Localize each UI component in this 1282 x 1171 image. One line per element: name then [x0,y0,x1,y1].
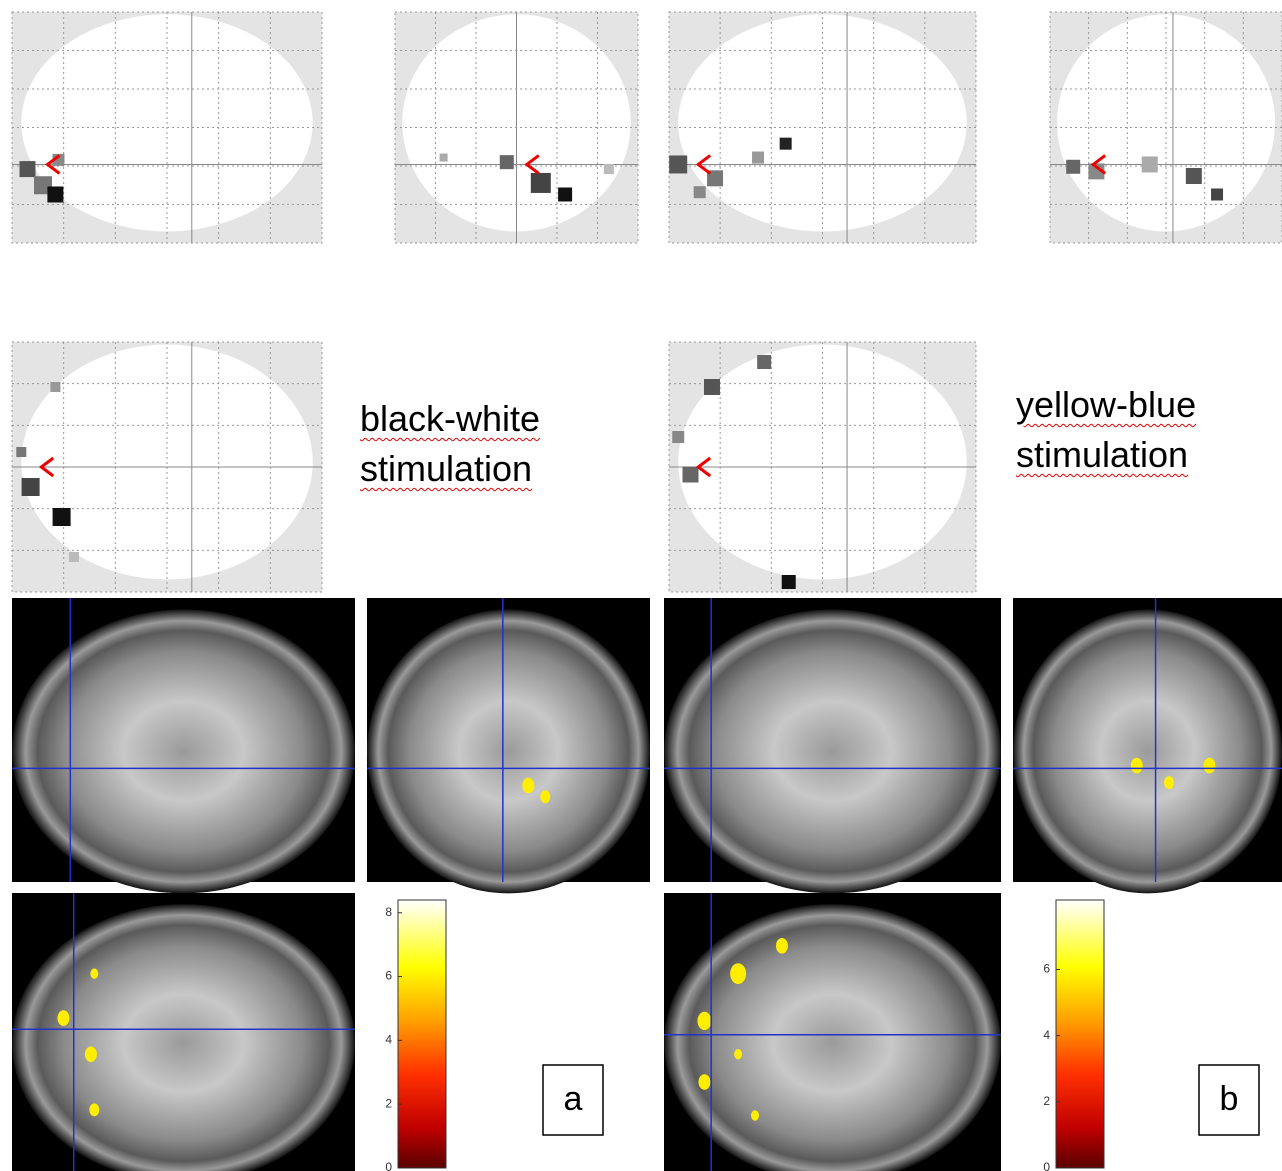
activation [752,152,764,164]
activation [20,161,36,177]
activation [698,1074,710,1090]
activation [16,447,26,457]
activation [531,173,551,193]
colorbar-tick-label: 2 [1043,1094,1050,1108]
activation [522,778,534,794]
activation [558,187,572,201]
caption-line: stimulation [1016,430,1196,480]
activation [704,379,720,395]
glass-brain [395,12,638,243]
mri-slice [12,893,355,1171]
activation [1142,156,1158,172]
brain [664,609,1001,893]
panel-label: b [1220,1080,1239,1118]
activation [604,164,614,174]
figure-canvas: 0 2 4 6 8 a 0 2 4 6 b [0,0,1282,1171]
activation [757,355,771,369]
activation [440,154,448,162]
colorbar-tick-label: 8 [385,905,392,919]
caption: black-white stimulation [360,394,540,494]
activation [90,968,98,978]
activation [22,478,40,496]
activation [89,1103,99,1116]
caption-line: black-white [360,394,540,444]
activation [85,1046,97,1062]
activation [57,1010,69,1026]
activation [672,431,684,443]
activation [50,382,60,392]
activation [1066,160,1080,174]
activation [776,938,788,954]
activation [47,186,63,202]
activation [540,790,550,803]
brain [664,904,1001,1171]
activation [1131,758,1143,774]
activation [669,155,687,173]
glass-brain [12,342,322,592]
mri-slice [12,598,355,893]
colorbar-tick-label: 6 [385,969,392,983]
brain [12,609,355,893]
colorbar-tick-label: 0 [1043,1160,1050,1171]
glass-brain [669,12,976,243]
caption-line: yellow-blue [1016,380,1196,430]
activation [69,552,79,562]
colorbar [1056,900,1104,1168]
activation [53,508,71,526]
activation [751,1110,759,1120]
panel-label: a [564,1080,583,1118]
glass-brain [1050,12,1282,243]
activation [697,1012,711,1030]
activation [682,467,698,483]
colorbar-tick-label: 6 [1043,962,1050,976]
glass-brain [669,342,976,592]
caption-line: stimulation [360,444,540,494]
mri-slice [367,598,650,893]
activation [1164,776,1174,789]
colorbar [398,900,446,1168]
activation [782,575,796,589]
activation [730,963,746,984]
glass-brain [12,12,322,243]
colorbar-tick-label: 2 [385,1096,392,1110]
activation [1186,168,1202,184]
activation [780,138,792,150]
figure: 0 2 4 6 8 a 0 2 4 6 b black-white stimulation yell… [0,0,1282,1171]
colorbar-tick-label: 4 [1043,1028,1050,1042]
brain [1013,609,1282,893]
caption: yellow-blue stimulation [1016,380,1196,480]
mri-slice [664,893,1001,1171]
mri-slice [1013,598,1282,893]
activation [1203,758,1215,774]
activation [1211,188,1223,200]
activation [694,186,706,198]
mri-slice [664,598,1001,893]
brain [367,609,650,893]
colorbar-tick-label: 0 [385,1160,392,1171]
colorbar-tick-label: 4 [385,1033,392,1047]
activation [500,155,514,169]
brain [12,904,355,1171]
activation [734,1049,742,1059]
